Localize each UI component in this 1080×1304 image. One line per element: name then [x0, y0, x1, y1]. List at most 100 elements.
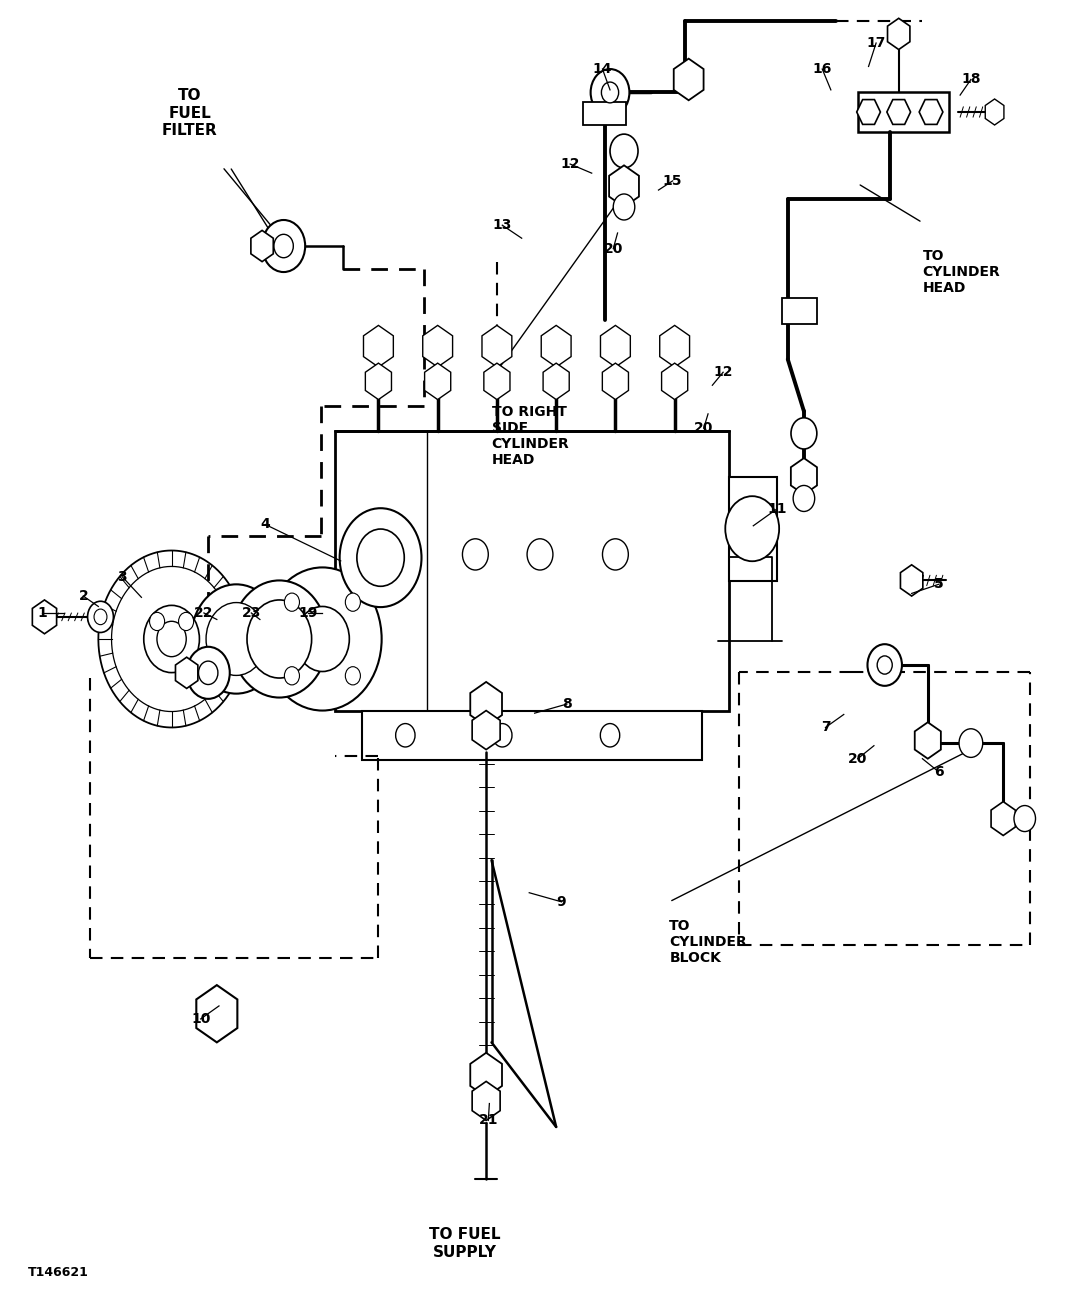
Circle shape [610, 134, 638, 168]
Circle shape [284, 666, 299, 685]
Text: 18: 18 [961, 73, 981, 86]
Text: 1: 1 [38, 606, 48, 619]
Circle shape [877, 656, 892, 674]
Text: 7: 7 [821, 721, 831, 734]
Circle shape [178, 613, 193, 631]
Circle shape [791, 417, 816, 449]
Polygon shape [484, 363, 510, 399]
Text: TO RIGHT
SIDE
CYLINDER
HEAD: TO RIGHT SIDE CYLINDER HEAD [491, 404, 569, 467]
Circle shape [462, 539, 488, 570]
Circle shape [187, 647, 230, 699]
Polygon shape [915, 722, 941, 759]
Circle shape [157, 621, 186, 657]
Circle shape [527, 539, 553, 570]
Polygon shape [424, 363, 450, 399]
Circle shape [274, 235, 294, 258]
Polygon shape [541, 326, 571, 366]
Text: 4: 4 [260, 518, 270, 532]
Text: TO FUEL
SUPPLY: TO FUEL SUPPLY [429, 1227, 500, 1260]
Polygon shape [609, 166, 639, 207]
Circle shape [199, 661, 218, 685]
Polygon shape [888, 18, 910, 50]
Circle shape [600, 724, 620, 747]
Text: 19: 19 [299, 606, 319, 619]
Text: 23: 23 [242, 606, 261, 619]
Circle shape [206, 602, 267, 675]
Text: 8: 8 [562, 698, 571, 711]
Circle shape [284, 593, 299, 612]
Polygon shape [662, 363, 688, 399]
Text: 14: 14 [593, 63, 612, 76]
Bar [858, 93, 949, 132]
Text: 12: 12 [561, 156, 580, 171]
Circle shape [149, 613, 164, 631]
Circle shape [144, 605, 200, 673]
Text: 2: 2 [79, 589, 89, 602]
Circle shape [959, 729, 983, 758]
Text: 5: 5 [934, 578, 944, 591]
Bar [583, 102, 626, 125]
Text: TO
FUEL
FILTER: TO FUEL FILTER [162, 89, 218, 138]
Polygon shape [660, 326, 689, 366]
Polygon shape [470, 1052, 502, 1097]
Polygon shape [901, 565, 922, 596]
Text: 21: 21 [478, 1114, 498, 1128]
Polygon shape [887, 99, 910, 124]
Polygon shape [991, 802, 1015, 836]
Circle shape [356, 529, 404, 587]
Polygon shape [543, 363, 569, 399]
Text: 12: 12 [714, 365, 733, 379]
Circle shape [395, 724, 415, 747]
Text: 15: 15 [663, 173, 683, 188]
Circle shape [613, 194, 635, 220]
Text: 16: 16 [812, 63, 832, 76]
Circle shape [602, 82, 619, 103]
Polygon shape [985, 99, 1004, 125]
Polygon shape [472, 1081, 500, 1120]
Text: 3: 3 [118, 570, 126, 583]
Bar [782, 299, 816, 325]
Circle shape [296, 606, 349, 672]
Text: 17: 17 [866, 37, 886, 50]
Circle shape [603, 539, 629, 570]
Bar [335, 430, 729, 711]
Polygon shape [600, 326, 631, 366]
Polygon shape [472, 711, 500, 750]
Polygon shape [422, 326, 453, 366]
Circle shape [87, 601, 113, 632]
Bar [362, 711, 702, 760]
Circle shape [262, 220, 306, 273]
Circle shape [867, 644, 902, 686]
Circle shape [94, 609, 107, 625]
Text: 10: 10 [191, 1012, 211, 1026]
Circle shape [492, 724, 512, 747]
Circle shape [1014, 806, 1036, 832]
Text: 22: 22 [194, 606, 214, 619]
Text: 9: 9 [556, 895, 566, 909]
Circle shape [793, 485, 814, 511]
Circle shape [591, 69, 630, 116]
Circle shape [231, 580, 328, 698]
Text: TO
CYLINDER
BLOCK: TO CYLINDER BLOCK [670, 919, 747, 965]
Polygon shape [197, 985, 238, 1042]
Text: T146621: T146621 [28, 1266, 90, 1279]
Polygon shape [919, 99, 943, 124]
Text: 11: 11 [767, 502, 786, 516]
Circle shape [726, 497, 779, 561]
Polygon shape [470, 682, 502, 726]
Polygon shape [175, 657, 198, 689]
Circle shape [247, 600, 312, 678]
Text: TO
CYLINDER
HEAD: TO CYLINDER HEAD [922, 249, 1000, 295]
Text: 20: 20 [694, 421, 714, 436]
Polygon shape [32, 600, 56, 634]
Text: 6: 6 [934, 764, 944, 778]
Circle shape [191, 584, 282, 694]
Polygon shape [856, 99, 880, 124]
Circle shape [346, 666, 361, 685]
Bar [729, 477, 777, 580]
Polygon shape [603, 363, 629, 399]
Polygon shape [251, 231, 273, 262]
Polygon shape [364, 326, 393, 366]
Polygon shape [674, 59, 703, 100]
Circle shape [264, 567, 381, 711]
